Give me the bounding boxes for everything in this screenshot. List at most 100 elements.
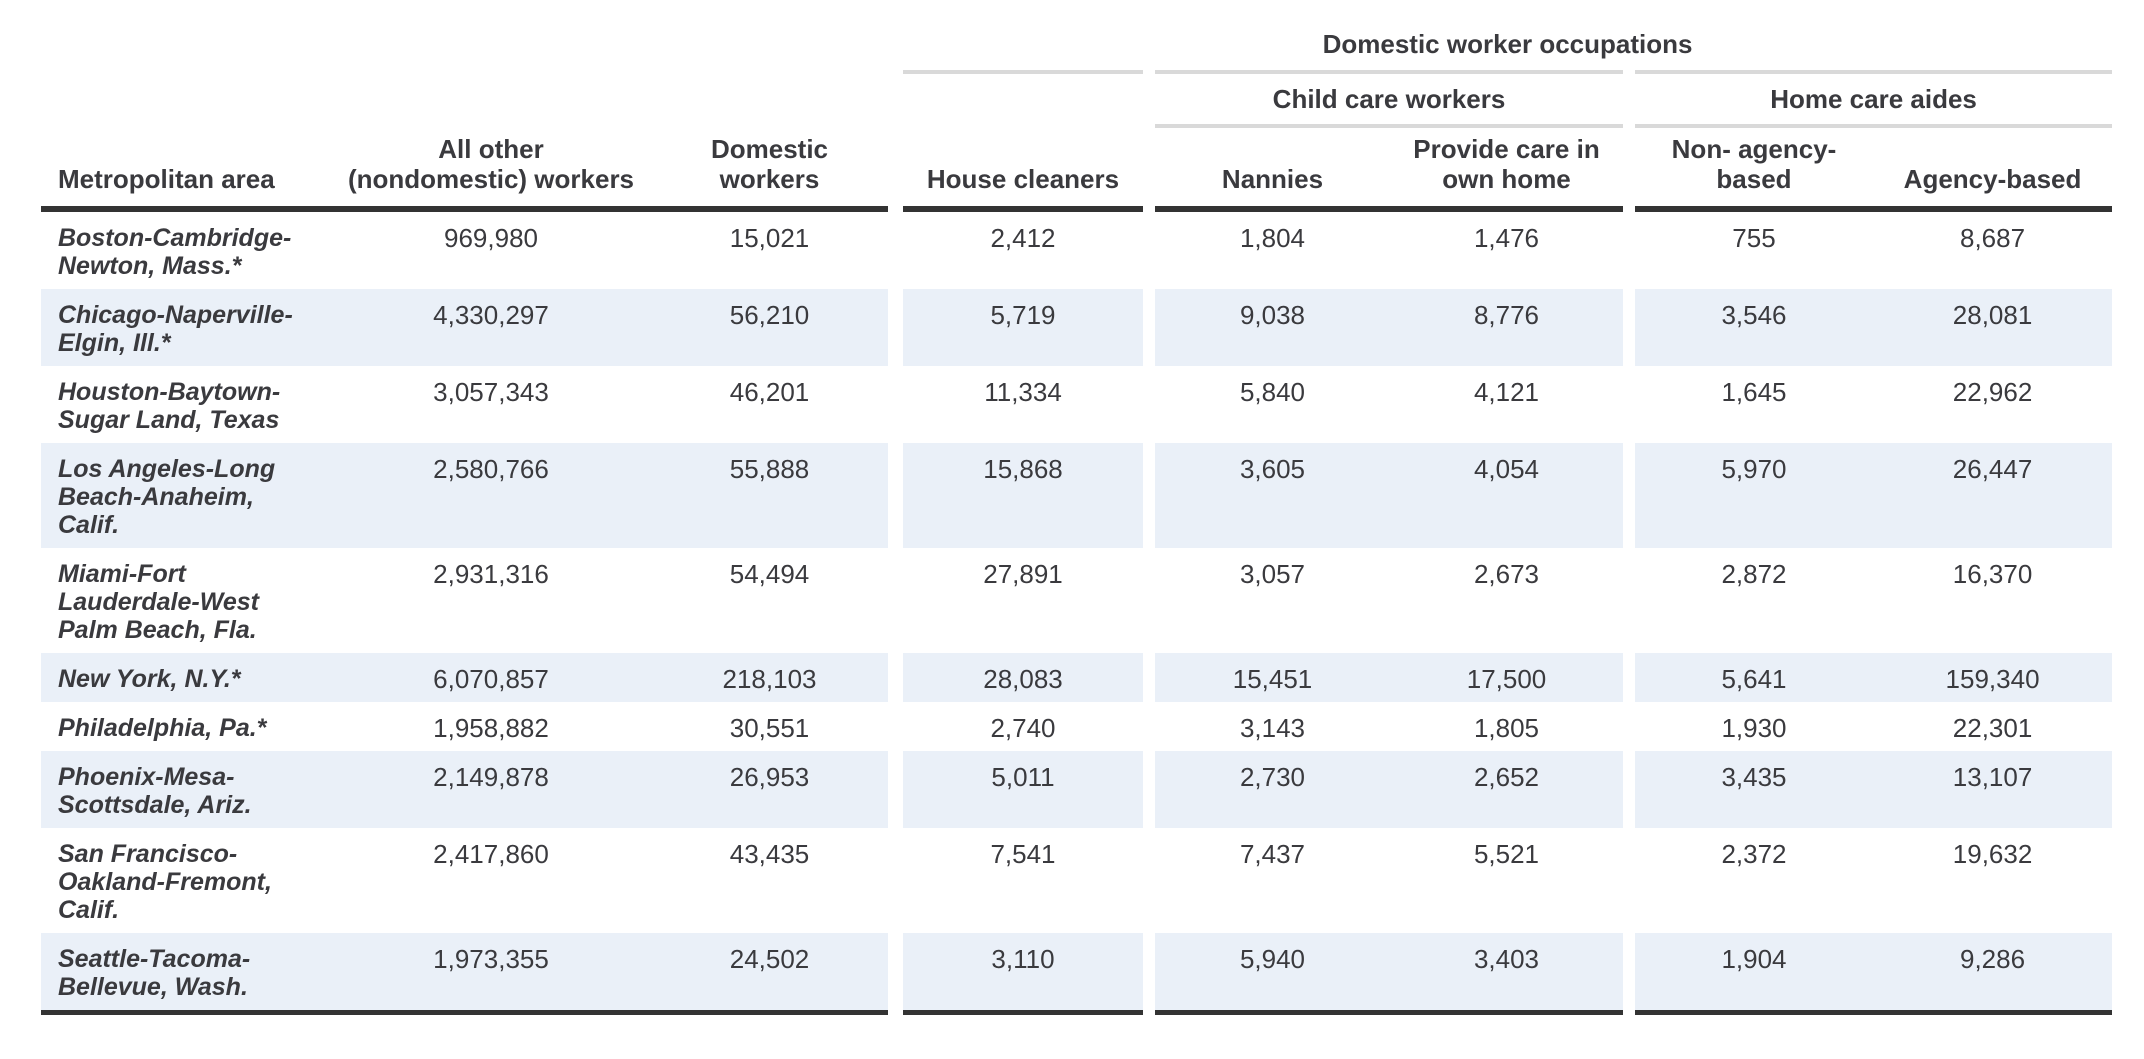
column-gap (888, 702, 903, 751)
value-cell-non-agency-based: 1,645 (1721, 377, 1787, 407)
value-cell-nannies: 3,605 (1155, 443, 1390, 548)
value-cell-non-agency-based: 5,641 (1635, 653, 1873, 702)
table-row: Philadelphia, Pa.* 1,958,882 30,551 2,74… (41, 702, 2112, 751)
value-cell-all-other-workers: 2,149,878 (331, 751, 651, 828)
value-cell-agency-based: 9,286 (1873, 933, 2113, 1015)
value-cell-nannies: 5,940 (1155, 933, 1390, 1015)
metro-area-cell: Houston-Baytown- Sugar Land, Texas (58, 378, 281, 434)
column-gap (1623, 366, 1635, 443)
column-gap (1623, 443, 1635, 548)
column-header-house-cleaners: House cleaners (903, 126, 1143, 212)
value-cell-all-other-workers: 969,980 (444, 223, 538, 253)
column-gap (888, 653, 903, 702)
column-gap (888, 828, 903, 933)
column-gap (1143, 702, 1155, 751)
value-cell-nannies: 3,143 (1239, 713, 1306, 743)
value-cell-agency-based: 22,962 (1952, 377, 2033, 407)
value-cell-all-other-workers: 1,958,882 (433, 713, 549, 743)
table-row: Seattle-Tacoma- Bellevue, Wash. 1,973,35… (41, 933, 2113, 1015)
spanner-domestic-worker-occupations: Domestic worker occupations (1322, 29, 1693, 59)
column-gap (1143, 289, 1155, 366)
column-gap (888, 751, 903, 828)
column-gap (1623, 653, 1635, 702)
value-cell-agency-based: 8,687 (1960, 223, 2026, 253)
value-cell-nannies: 3,057 (1239, 559, 1306, 589)
metro-area-cell: Philadelphia, Pa.* (58, 714, 267, 742)
metro-area-cell: Miami-Fort Lauderdale-West Palm Beach, F… (58, 560, 259, 644)
value-cell-all-other-workers: 6,070,857 (331, 653, 651, 702)
column-header-metropolitan-area: Metropolitan area (41, 126, 331, 212)
column-header-row: Metropolitan area All other (nondomestic… (41, 126, 2113, 212)
domestic-workers-table: Domestic worker occupations Child care w… (41, 16, 2113, 1015)
table-row: Miami-Fort Lauderdale-West Palm Beach, F… (41, 548, 2112, 653)
value-cell-agency-based: 28,081 (1873, 289, 2113, 366)
value-cell-non-agency-based: 3,435 (1635, 751, 1873, 828)
value-cell-nannies: 7,437 (1239, 839, 1306, 869)
value-cell-domestic-workers: 26,953 (651, 751, 888, 828)
value-cell-agency-based: 26,447 (1873, 443, 2113, 548)
column-gap (1623, 209, 1635, 289)
column-header-provide-care-own-home: Provide care in own home (1390, 126, 1623, 212)
value-cell-nannies: 5,840 (1239, 377, 1306, 407)
spanner-row: Domestic worker occupations (41, 16, 2112, 72)
value-cell-provide-care-own-home: 4,121 (1473, 377, 1540, 407)
value-cell-non-agency-based: 1,904 (1635, 933, 1873, 1015)
column-gap (888, 366, 903, 443)
value-cell-all-other-workers: 4,330,297 (331, 289, 651, 366)
column-gap (888, 16, 903, 72)
value-cell-domestic-workers: 46,201 (729, 377, 810, 407)
table-row: San Francisco- Oakland-Fremont, Calif. 2… (41, 828, 2112, 933)
metro-area-cell: Chicago-Naperville- Elgin, Ill.* (41, 289, 331, 366)
column-header-non-agency-based: Non- agency- based (1635, 126, 1873, 212)
group-header-house-cleaners-blank (903, 70, 1143, 126)
table-header: Domestic worker occupations Child care w… (41, 16, 2113, 212)
column-gap (888, 443, 903, 548)
column-gap (1623, 702, 1635, 751)
column-gap (1143, 366, 1155, 443)
column-header-all-other-workers: All other (nondomestic) workers (331, 126, 651, 212)
value-cell-house-cleaners: 15,868 (903, 443, 1143, 548)
value-cell-provide-care-own-home: 1,805 (1473, 713, 1540, 743)
column-gap (1623, 72, 1635, 126)
column-gap (888, 933, 903, 1013)
table-row: Chicago-Naperville- Elgin, Ill.* 4,330,2… (41, 289, 2113, 366)
column-header-domestic-workers: Domestic workers (651, 126, 888, 212)
table-body: Boston-Cambridge- Newton, Mass.* 969,980… (41, 209, 2113, 1015)
column-gap (1143, 126, 1155, 209)
column-gap (888, 289, 903, 366)
column-gap (1143, 209, 1155, 289)
value-cell-non-agency-based: 2,872 (1721, 559, 1787, 589)
value-cell-house-cleaners: 3,110 (903, 933, 1143, 1015)
value-cell-house-cleaners: 5,011 (903, 751, 1143, 828)
column-gap (1143, 443, 1155, 548)
value-cell-domestic-workers: 56,210 (651, 289, 888, 366)
column-gap (1143, 933, 1155, 1013)
value-cell-provide-care-own-home: 4,054 (1390, 443, 1623, 548)
value-cell-nannies: 9,038 (1155, 289, 1390, 366)
value-cell-provide-care-own-home: 2,673 (1473, 559, 1540, 589)
column-gap (1143, 653, 1155, 702)
metro-area-cell: Boston-Cambridge- Newton, Mass.* (58, 224, 292, 280)
value-cell-agency-based: 16,370 (1952, 559, 2033, 589)
column-header-agency-based: Agency-based (1873, 126, 2113, 212)
column-gap (1143, 72, 1155, 126)
column-gap (1623, 548, 1635, 653)
table-row: Phoenix-Mesa- Scottsdale, Ariz. 2,149,87… (41, 751, 2113, 828)
value-cell-non-agency-based: 5,970 (1635, 443, 1873, 548)
metro-area-cell: New York, N.Y.* (41, 653, 331, 702)
group-header-row: Child care workers Home care aides (41, 70, 2113, 128)
value-cell-provide-care-own-home: 5,521 (1473, 839, 1540, 869)
value-cell-all-other-workers: 1,973,355 (331, 933, 651, 1015)
value-cell-provide-care-own-home: 8,776 (1390, 289, 1623, 366)
metro-area-cell: Los Angeles-Long Beach-Anaheim, Calif. (41, 443, 331, 548)
value-cell-agency-based: 159,340 (1873, 653, 2113, 702)
column-gap (888, 548, 903, 653)
value-cell-non-agency-based: 755 (1732, 223, 1776, 253)
value-cell-domestic-workers: 24,502 (651, 933, 888, 1015)
metro-area-cell: Seattle-Tacoma- Bellevue, Wash. (41, 933, 331, 1015)
value-cell-house-cleaners: 2,740 (990, 713, 1056, 743)
value-cell-domestic-workers: 218,103 (651, 653, 888, 702)
group-header-home-care-aides: Home care aides (1635, 70, 2113, 128)
column-gap (888, 209, 903, 289)
table-row: New York, N.Y.* 6,070,857 218,103 28,083… (41, 653, 2113, 702)
